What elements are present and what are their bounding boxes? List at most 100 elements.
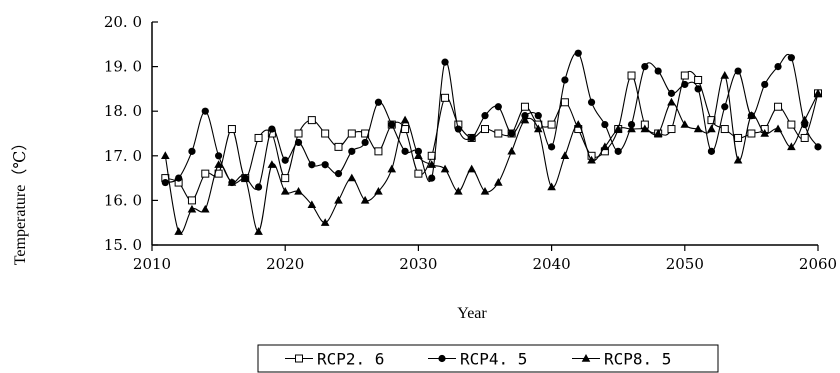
data-point-rcp45 <box>601 120 609 129</box>
data-point-rcp45 <box>707 147 716 155</box>
data-point-rcp26 <box>667 125 676 134</box>
legend-marker-rcp45 <box>438 354 446 363</box>
data-point-rcp26 <box>227 125 236 134</box>
data-point-rcp45 <box>614 147 622 155</box>
series-rcp85 <box>161 71 823 235</box>
data-point-rcp85 <box>813 88 823 97</box>
data-point-rcp85 <box>414 151 423 159</box>
data-point-rcp45 <box>388 120 396 129</box>
x-tick-label: 2010 <box>133 255 171 273</box>
data-point-rcp85 <box>787 142 796 151</box>
data-point-rcp45 <box>654 67 662 75</box>
data-point-rcp26 <box>321 129 330 138</box>
data-point-rcp45 <box>348 147 356 155</box>
y-axis-label: Temperature（℃） <box>11 135 29 266</box>
data-point-rcp45 <box>188 147 196 155</box>
data-point-rcp26 <box>547 120 556 129</box>
axes: 15. 0 16. 0 17. 0 18. 0 19. 0 20. 0 2010 2020 20… <box>104 13 837 273</box>
y-tick-label: 20. 0 <box>104 13 142 31</box>
data-point-rcp85 <box>161 151 170 159</box>
data-point-rcp26 <box>187 196 196 205</box>
data-point-rcp26 <box>281 174 290 183</box>
data-point-rcp85 <box>547 182 556 191</box>
series-line-rcp26 <box>165 70 819 201</box>
data-point-rcp45 <box>254 183 263 191</box>
y-tick-label: 18. 0 <box>104 102 142 120</box>
data-point-rcp45 <box>161 178 169 187</box>
y-tick-label: 19. 0 <box>104 58 142 76</box>
data-point-rcp85 <box>427 160 437 168</box>
data-point-rcp26 <box>307 116 316 125</box>
data-point-rcp85 <box>773 124 783 133</box>
data-point-rcp85 <box>560 151 570 159</box>
data-point-rcp26 <box>441 93 450 102</box>
data-point-rcp45 <box>468 134 476 142</box>
data-point-rcp85 <box>800 115 809 124</box>
data-point-rcp85 <box>494 178 503 186</box>
data-point-rcp45 <box>641 63 649 71</box>
data-point-rcp26 <box>494 129 503 138</box>
data-point-rcp85 <box>747 111 756 119</box>
data-point-rcp45 <box>361 138 369 147</box>
data-point-rcp85 <box>653 129 663 137</box>
data-point-rcp85 <box>613 124 623 133</box>
data-point-rcp85 <box>707 124 716 133</box>
x-tick-label: 2020 <box>266 255 304 273</box>
y-tick-label: 16. 0 <box>104 191 142 209</box>
data-point-rcp85 <box>627 124 636 133</box>
data-point-rcp85 <box>720 71 730 79</box>
data-point-rcp85 <box>334 195 343 204</box>
legend: RCP2. 6 RCP4. 5 RCP8. 5 <box>257 344 719 373</box>
data-point-rcp85 <box>174 227 183 235</box>
data-point-rcp85 <box>294 186 303 195</box>
data-point-rcp45 <box>667 89 676 97</box>
x-axis-label: Year <box>457 305 487 322</box>
data-point-rcp85 <box>760 129 770 137</box>
data-point-rcp85 <box>400 115 410 124</box>
data-point-rcp85 <box>733 155 743 164</box>
data-point-rcp26 <box>800 133 809 142</box>
data-point-rcp85 <box>320 218 330 226</box>
data-point-rcp85 <box>587 155 596 164</box>
data-point-rcp45 <box>281 156 289 164</box>
data-point-rcp26 <box>374 147 383 156</box>
data-point-rcp85 <box>360 195 370 204</box>
legend-marker-rcp85 <box>581 354 591 362</box>
data-point-rcp26 <box>787 120 796 129</box>
data-point-rcp26 <box>254 133 263 142</box>
data-point-rcp45 <box>814 143 822 151</box>
data-point-rcp45 <box>454 125 462 133</box>
data-point-rcp85 <box>440 164 450 173</box>
data-point-rcp85 <box>267 160 277 168</box>
x-tick-label: 2050 <box>666 255 704 273</box>
data-point-rcp45 <box>534 112 542 120</box>
series-rcp45 <box>161 49 822 191</box>
y-tick-label: 17. 0 <box>104 147 142 165</box>
data-point-rcp45 <box>587 98 596 106</box>
data-point-rcp26 <box>680 71 689 80</box>
data-point-rcp85 <box>227 178 237 186</box>
data-point-rcp26 <box>734 133 743 142</box>
data-point-rcp45 <box>721 103 729 111</box>
data-point-rcp45 <box>561 76 569 84</box>
series-layer <box>161 49 823 235</box>
legend-marker-rcp26 <box>295 354 303 363</box>
data-point-rcp45 <box>761 80 769 89</box>
data-point-rcp26 <box>201 169 210 178</box>
data-point-rcp26 <box>347 129 356 138</box>
data-point-rcp85 <box>693 124 703 133</box>
data-point-rcp85 <box>254 227 263 235</box>
data-point-rcp85 <box>187 204 197 213</box>
data-point-rcp45 <box>308 161 316 169</box>
legend-label-rcp26: RCP2. 6 <box>317 350 384 369</box>
data-point-rcp26 <box>694 75 703 84</box>
data-point-rcp26 <box>560 98 569 107</box>
data-point-rcp45 <box>774 63 782 71</box>
legend-box <box>257 344 719 373</box>
legend-label-rcp45: RCP4. 5 <box>460 350 527 369</box>
data-point-rcp45 <box>201 107 209 115</box>
data-point-rcp85 <box>347 173 357 182</box>
data-point-rcp85 <box>307 200 317 209</box>
data-point-rcp45 <box>334 170 343 178</box>
